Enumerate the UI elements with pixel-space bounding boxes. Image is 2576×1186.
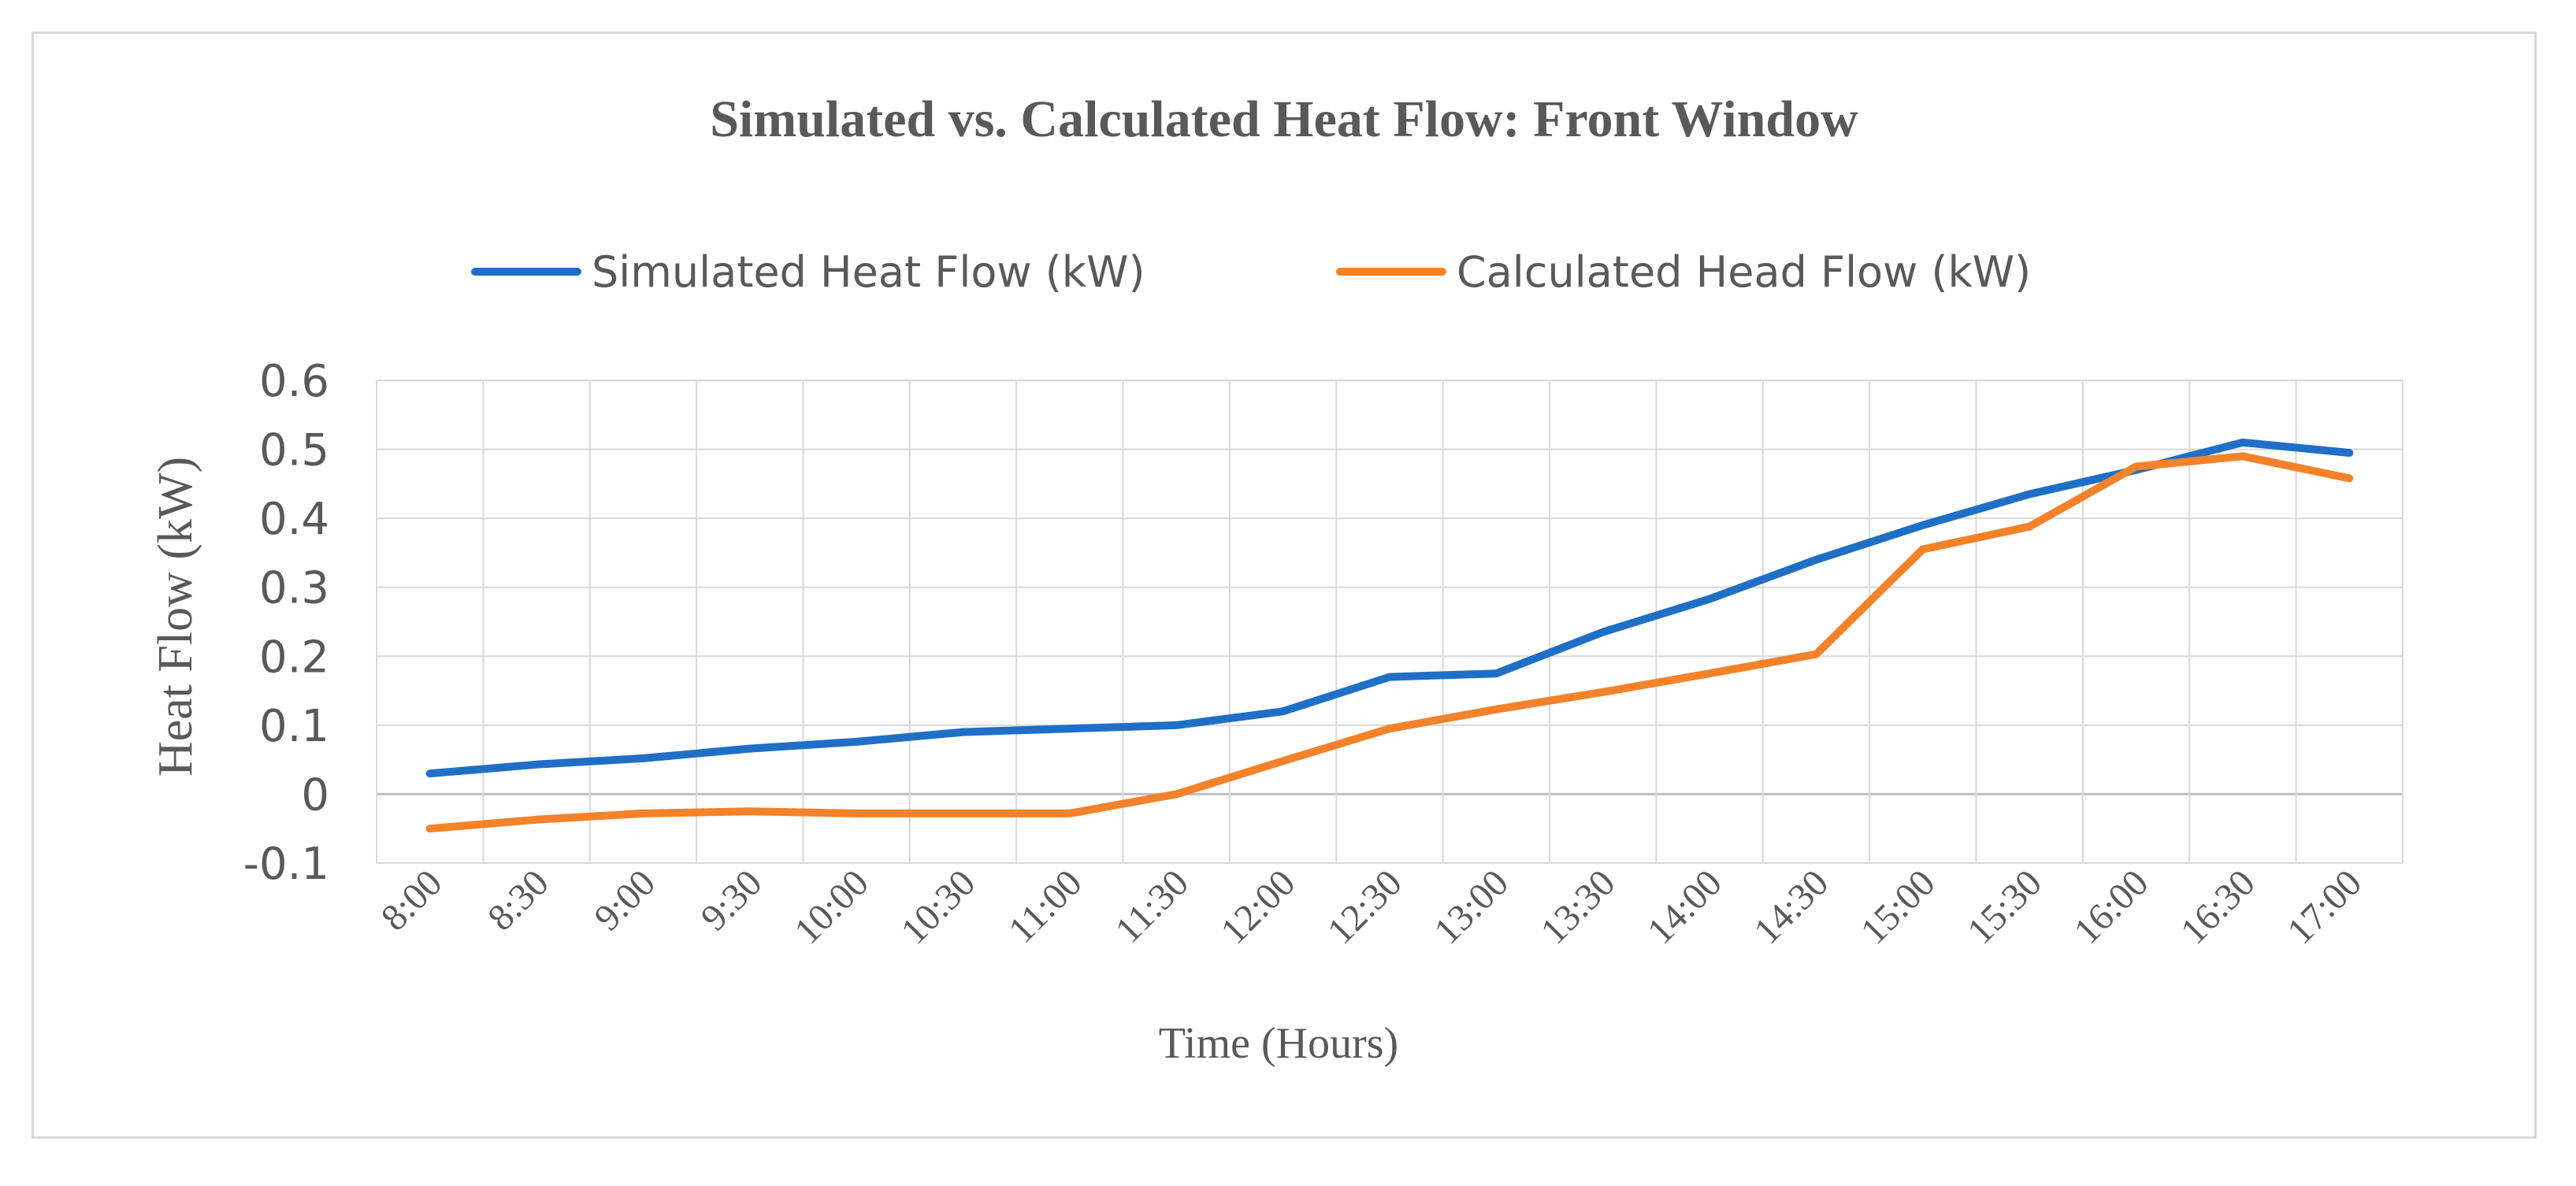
x-tick-label: 9:00 [586, 862, 663, 939]
x-axis-ticks: 8:00 8:30 9:00 9:30 10:00 10:30 11:00 11:30 12:0… [373, 862, 2370, 952]
x-tick-label: 8:30 [480, 862, 557, 939]
y-tick-label: 0.1 [259, 701, 329, 752]
x-tick-label: 14:30 [1746, 862, 1836, 952]
x-tick-label: 10:00 [786, 862, 877, 952]
chart-frame: Simulated vs. Calculated Heat Flow: Fron… [32, 32, 2537, 1139]
x-tick-label: 11:00 [1000, 862, 1090, 951]
x-tick-label: 12:30 [1320, 862, 1410, 952]
x-tick-label: 12:00 [1213, 862, 1304, 952]
x-tick-label: 14:00 [1639, 862, 1730, 952]
grid [376, 380, 2403, 864]
y-tick-label: 0.5 [259, 425, 329, 476]
x-axis-title: Time (Hours) [1159, 1019, 1398, 1068]
x-tick-label: 11:30 [1108, 862, 1197, 951]
chart-svg: Simulated vs. Calculated Heat Flow: Fron… [149, 91, 2403, 1068]
x-tick-label: 16:30 [2173, 862, 2263, 952]
legend-label-1: Simulated Heat Flow (kW) [592, 247, 1145, 297]
chart-title: Simulated vs. Calculated Heat Flow: Fron… [710, 91, 1858, 148]
x-tick-label: 17:00 [2279, 862, 2370, 952]
series-lines [425, 438, 2354, 833]
y-tick-label: -0.1 [243, 839, 329, 890]
series-line-2 [425, 452, 2354, 833]
y-tick-label: 0.6 [259, 356, 329, 407]
x-tick-label: 8:00 [373, 862, 451, 939]
legend-label-2: Calculated Head Flow (kW) [1457, 247, 2031, 297]
x-tick-label: 16:00 [2066, 862, 2157, 952]
y-tick-label: 0.3 [259, 563, 329, 614]
x-tick-label: 13:00 [1426, 862, 1516, 952]
x-tick-label: 15:30 [1959, 862, 2050, 952]
y-axis-title: Heat Flow (kW) [149, 457, 202, 776]
legend: Simulated Heat Flow (kW) Calculated Head … [471, 247, 2031, 297]
y-tick-label: 0 [301, 769, 329, 821]
series-line-1 [425, 438, 2354, 778]
x-tick-label: 13:30 [1533, 862, 1624, 952]
y-tick-label: 0.2 [259, 632, 329, 683]
x-tick-label: 10:30 [893, 862, 984, 952]
y-axis-ticks: -0.1 0 0.1 0.2 0.3 0.4 0.5 0.6 [243, 356, 329, 890]
x-tick-label: 15:00 [1853, 862, 1943, 952]
x-tick-label: 9:30 [693, 862, 770, 939]
y-tick-label: 0.4 [259, 494, 329, 545]
